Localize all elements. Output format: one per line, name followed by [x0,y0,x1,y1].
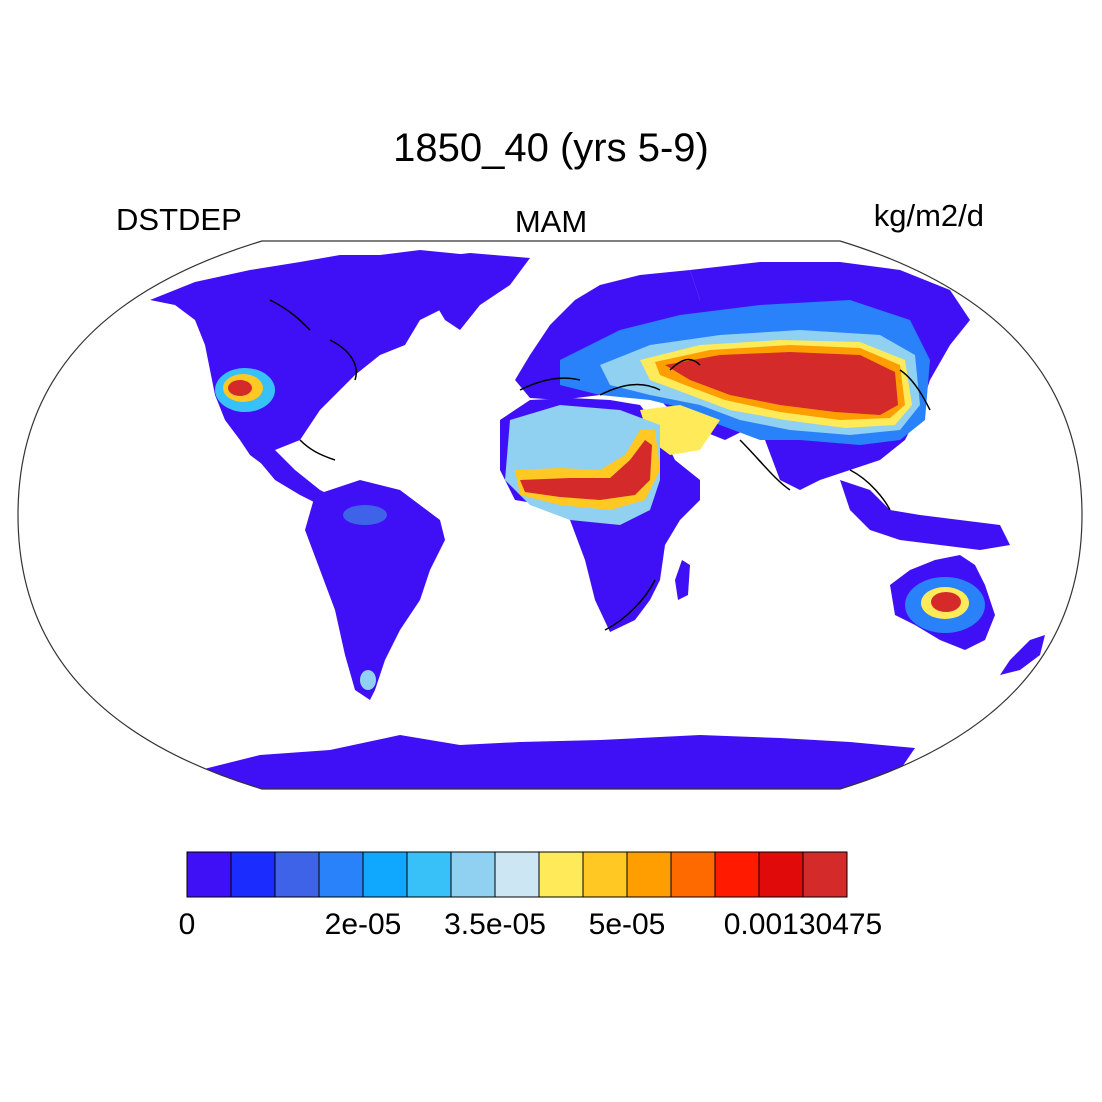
season-label: MAM [514,204,588,239]
southeast-asia-islands [840,480,1010,550]
asia-dust-core [665,352,898,415]
colorbar-tick-label: 0 [178,908,196,941]
units-label: kg/m2/d [873,198,984,233]
colorbar-swatch [626,851,672,898]
colorbar-swatch [274,851,320,898]
australia-dust-core [931,592,961,612]
coastlines [269,299,931,631]
colorbar-swatch [186,851,232,898]
colorbar-tick-label: 2e-05 [324,908,402,941]
colorbar-swatch [450,851,496,898]
patagonia-dust [360,670,376,690]
variable-label: DSTDEP [116,202,242,237]
sahara-dust-core [520,440,652,500]
colorbar-swatch [362,851,408,898]
colorbar-swatch [230,851,276,898]
colorbar-swatch [582,851,628,898]
map-content [150,250,1045,789]
andes-dust [343,505,387,525]
new-zealand-landmass [1000,635,1045,675]
colorbar-swatch [318,851,364,898]
colorbar-swatch [802,851,848,898]
colorbar-tick-label: 5e-05 [588,908,666,941]
colorbar-swatch [494,851,540,898]
colorbar-swatch [538,851,584,898]
colorbar-swatch [758,851,804,898]
plot-title: 1850_40 (yrs 5-9) [393,126,709,170]
madagascar-landmass [675,560,690,600]
greenland-landmass [410,253,530,330]
colorbar-swatch [714,851,760,898]
colorbar-swatch [670,851,716,898]
north-america-landmass [150,250,520,470]
south-america-landmass [305,480,445,700]
colorbar-tick-label: 3.5e-05 [444,908,546,941]
southwest-us-dust-core [228,380,252,396]
antarctica-landmass [200,735,915,789]
colorbar-tick-label: 0.00130475 [723,908,883,941]
map-border [17,240,1083,790]
colorbar-swatch [406,851,452,898]
